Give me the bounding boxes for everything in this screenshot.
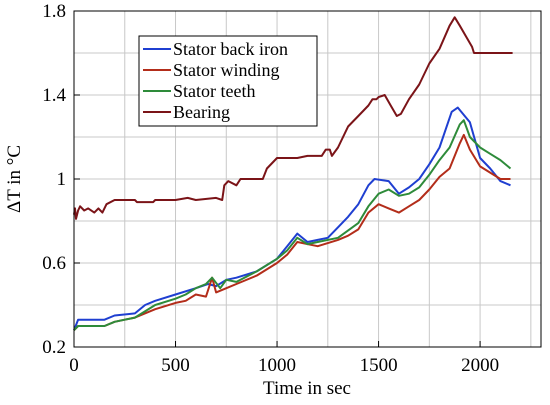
- y-axis-title: ΔT in °C: [4, 145, 25, 213]
- y-tick-label: 0.6: [42, 253, 66, 274]
- series-lines: [73, 16, 513, 331]
- x-tick-label: 1000: [258, 355, 296, 376]
- axis-ticks: 0 500 1000 1500 2000 0.2 0.6 1 1.4 1.8: [42, 1, 499, 376]
- y-tick-label: 1: [57, 169, 67, 190]
- x-tick-label: 2000: [461, 355, 499, 376]
- grid-lines: [74, 11, 541, 347]
- x-tick-label: 0: [69, 355, 79, 376]
- series-line-stator-teeth: [73, 119, 512, 331]
- x-tick-label: 500: [161, 355, 190, 376]
- legend-label-stator-winding: Stator winding: [173, 60, 280, 80]
- legend-label-bearing: Bearing: [173, 102, 230, 122]
- y-tick-label: 0.2: [42, 337, 66, 358]
- series-line-stator-winding: [73, 133, 511, 331]
- legend-label-stator-teeth: Stator teeth: [173, 81, 255, 101]
- y-tick-label: 1.4: [42, 85, 66, 106]
- y-tick-label: 1.8: [42, 1, 66, 22]
- legend-label-stator-back-iron: Stator back iron: [173, 39, 288, 59]
- x-axis-title: Time in sec: [263, 378, 351, 399]
- series-line-bearing: [73, 16, 513, 220]
- x-tick-label: 1500: [360, 355, 398, 376]
- series-line-stator-back-iron: [73, 106, 511, 331]
